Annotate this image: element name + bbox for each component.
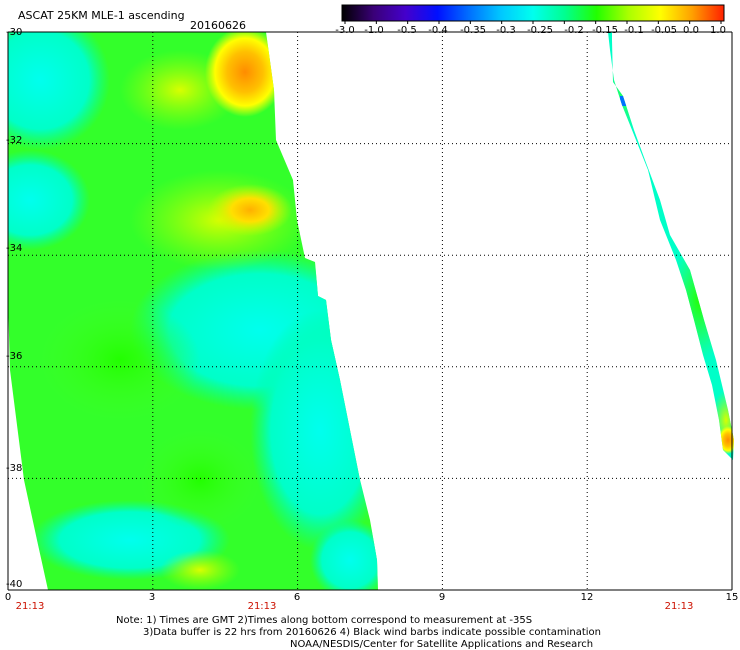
colorbar-label: 1.0	[710, 25, 726, 36]
colorbar	[341, 4, 725, 24]
colorbar-label: -0.25	[527, 25, 553, 36]
product-date: 20160626	[190, 19, 246, 32]
product-title: ASCAT 25KM MLE-1 ascending	[18, 9, 185, 22]
lat-label: -34	[6, 243, 23, 254]
colorbar-label: -0.15	[592, 25, 618, 36]
swath-left	[8, 32, 378, 590]
lon-label: 15	[725, 592, 739, 603]
lat-label: -38	[6, 463, 23, 474]
lon-label: 6	[293, 592, 301, 603]
colorbar-label: -0.4	[428, 25, 448, 36]
swath-right	[608, 32, 734, 460]
colorbar-label: -0.2	[564, 25, 584, 36]
note-line: NOAA/NESDIS/Center for Satellite Applica…	[290, 639, 594, 650]
lat-label: -40	[6, 579, 23, 590]
note-line: Note: 1) Times are GMT 2)Times along bot…	[116, 615, 533, 626]
colorbar-label: -0.35	[460, 25, 486, 36]
lat-label: -30	[6, 27, 23, 38]
colorbar-label: -0.1	[624, 25, 644, 36]
lon-label: 3	[148, 592, 156, 603]
map-grid	[7, 31, 733, 591]
colorbar-label: -0.05	[651, 25, 677, 36]
colorbar-labels: -3.0 -1.0 -0.5 -0.4 -0.35 -0.3 -0.25 -0.…	[330, 25, 730, 37]
colorbar-strip	[341, 4, 725, 22]
lat-label: -32	[6, 135, 23, 146]
colorbar-label: -1.0	[364, 25, 384, 36]
colorbar-label: -0.3	[496, 25, 516, 36]
lon-label: 12	[580, 592, 594, 603]
colorbar-label: -0.5	[397, 25, 417, 36]
lon-label: 0	[4, 592, 12, 603]
colorbar-label: 0.0	[683, 25, 699, 36]
colorbar-label: -3.0	[335, 25, 355, 36]
time-label: 21:13	[664, 601, 694, 612]
time-label: 21:13	[15, 601, 45, 612]
note-line: 3)Data buffer is 22 hrs from 20160626 4)…	[143, 627, 601, 638]
lat-label: -36	[6, 351, 23, 362]
lon-label: 9	[438, 592, 446, 603]
time-label: 21:13	[247, 601, 277, 612]
